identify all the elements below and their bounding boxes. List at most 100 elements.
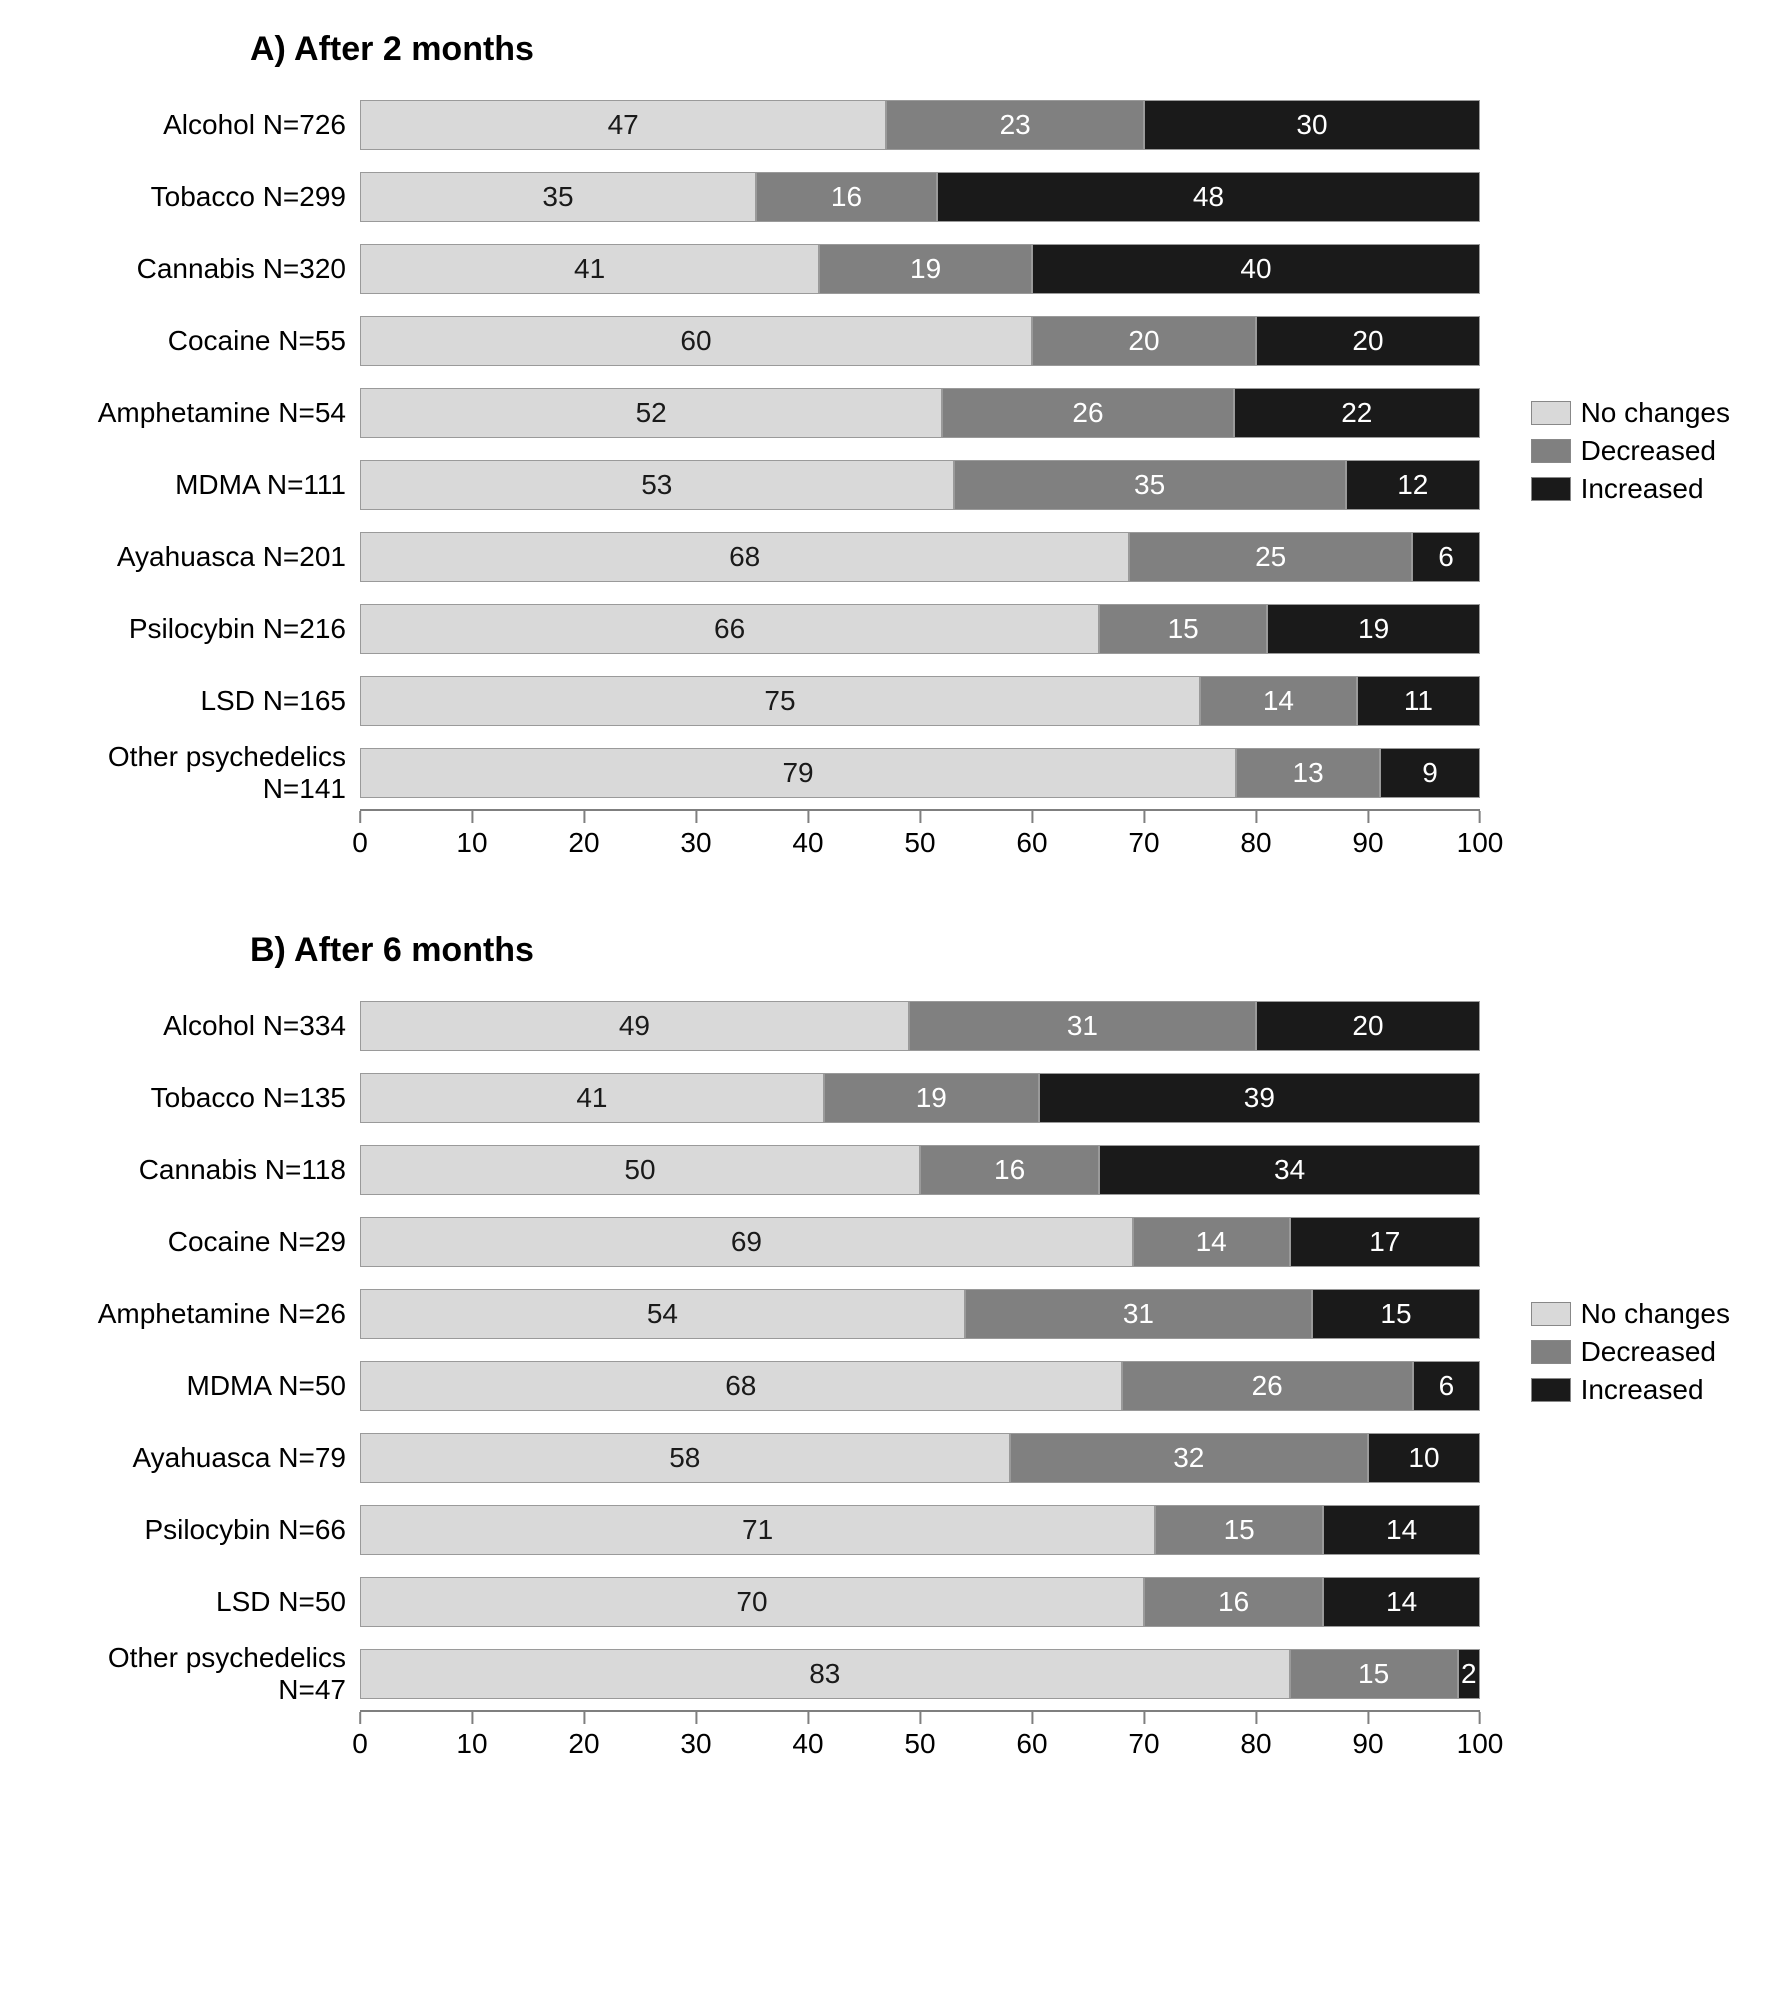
tick-mark xyxy=(471,1712,473,1724)
category-label-row: Alcohol N=726 xyxy=(30,89,360,161)
x-axis-tick: 100 xyxy=(1457,1712,1504,1760)
bar-segment-no_changes: 41 xyxy=(360,244,819,294)
chart-panel-b: B) After 6 monthsAlcohol N=334Tobacco N=… xyxy=(30,931,1740,1772)
bar-segment-no_changes: 79 xyxy=(360,748,1236,798)
bar-row: 411939 xyxy=(360,1062,1480,1134)
bar-segment-no_changes: 41 xyxy=(360,1073,824,1123)
x-axis-tick: 10 xyxy=(456,811,487,859)
legend-label: Increased xyxy=(1581,473,1704,505)
x-axis-tick: 50 xyxy=(904,811,935,859)
bar-segment-no_changes: 68 xyxy=(360,1361,1122,1411)
x-axis-tick: 60 xyxy=(1016,811,1047,859)
category-label: Cannabis N=320 xyxy=(30,253,360,285)
bar-row: 661519 xyxy=(360,593,1480,665)
category-label: Cocaine N=55 xyxy=(30,325,360,357)
tick-label: 70 xyxy=(1128,1728,1159,1760)
bar-segment-decreased: 31 xyxy=(909,1001,1256,1051)
bar-segment-decreased: 20 xyxy=(1032,316,1256,366)
x-axis-tick: 20 xyxy=(568,1712,599,1760)
bar-row: 543115 xyxy=(360,1278,1480,1350)
bar-row: 522622 xyxy=(360,377,1480,449)
category-label-row: Cannabis N=320 xyxy=(30,233,360,305)
tick-mark xyxy=(807,811,809,823)
category-labels-column: Alcohol N=334Tobacco N=135Cannabis N=118… xyxy=(30,990,360,1712)
stacked-bar: 543115 xyxy=(360,1289,1480,1339)
bars-column: 4723303516484119406020205226225335126825… xyxy=(360,89,1480,811)
legend-swatch xyxy=(1531,477,1571,501)
panel-title: A) After 2 months xyxy=(250,30,1740,69)
bar-segment-decreased: 26 xyxy=(942,388,1233,438)
tick-mark xyxy=(471,811,473,823)
bar-segment-increased: 9 xyxy=(1380,748,1480,798)
bar-segment-increased: 2 xyxy=(1458,1649,1480,1699)
category-label-row: Cocaine N=29 xyxy=(30,1206,360,1278)
bar-segment-decreased: 13 xyxy=(1236,748,1380,798)
category-label-row: MDMA N=50 xyxy=(30,1350,360,1422)
tick-label: 70 xyxy=(1128,827,1159,859)
bar-segment-decreased: 35 xyxy=(954,460,1346,510)
bar-row: 691417 xyxy=(360,1206,1480,1278)
legend-swatch xyxy=(1531,401,1571,425)
tick-label: 30 xyxy=(680,1728,711,1760)
x-axis-tick: 0 xyxy=(352,811,368,859)
x-axis-tick: 40 xyxy=(792,811,823,859)
stacked-bar: 602020 xyxy=(360,316,1480,366)
legend-item: No changes xyxy=(1531,1298,1730,1330)
tick-mark xyxy=(359,811,361,823)
stacked-bar: 701614 xyxy=(360,1577,1480,1627)
stacked-bar: 583210 xyxy=(360,1433,1480,1483)
tick-mark xyxy=(1031,811,1033,823)
bar-segment-increased: 10 xyxy=(1368,1433,1480,1483)
tick-mark xyxy=(1367,811,1369,823)
tick-label: 50 xyxy=(904,1728,935,1760)
category-label-row: Other psychedelics N=47 xyxy=(30,1638,360,1710)
legend-swatch xyxy=(1531,439,1571,463)
tick-mark xyxy=(695,811,697,823)
bar-segment-decreased: 19 xyxy=(819,244,1032,294)
category-label: Cocaine N=29 xyxy=(30,1226,360,1258)
stacked-bar: 751411 xyxy=(360,676,1480,726)
x-axis-tick: 30 xyxy=(680,1712,711,1760)
bar-segment-no_changes: 68 xyxy=(360,532,1129,582)
bar-segment-no_changes: 53 xyxy=(360,460,954,510)
bar-row: 701614 xyxy=(360,1566,1480,1638)
bar-segment-decreased: 31 xyxy=(965,1289,1312,1339)
tick-label: 10 xyxy=(456,1728,487,1760)
x-axis-tick: 70 xyxy=(1128,1712,1159,1760)
bar-segment-no_changes: 69 xyxy=(360,1217,1133,1267)
x-axis: 0102030405060708090100 xyxy=(360,1712,1480,1772)
x-axis-tick: 10 xyxy=(456,1712,487,1760)
x-axis: 0102030405060708090100 xyxy=(360,811,1480,871)
category-label: MDMA N=50 xyxy=(30,1370,360,1402)
category-label: Psilocybin N=66 xyxy=(30,1514,360,1546)
bar-segment-increased: 17 xyxy=(1290,1217,1480,1267)
category-label-row: Other psychedelics N=141 xyxy=(30,737,360,809)
category-label: Other psychedelics N=141 xyxy=(30,741,360,805)
stacked-bar: 411940 xyxy=(360,244,1480,294)
stacked-bar: 661519 xyxy=(360,604,1480,654)
bar-segment-decreased: 15 xyxy=(1155,1505,1323,1555)
stacked-bar: 472330 xyxy=(360,100,1480,150)
category-label-row: Tobacco N=135 xyxy=(30,1062,360,1134)
bar-segment-increased: 11 xyxy=(1357,676,1480,726)
tick-label: 90 xyxy=(1352,827,1383,859)
category-label: Tobacco N=135 xyxy=(30,1082,360,1114)
legend-swatch xyxy=(1531,1302,1571,1326)
bar-row: 583210 xyxy=(360,1422,1480,1494)
category-label: Ayahuasca N=79 xyxy=(30,1442,360,1474)
stacked-bar: 691417 xyxy=(360,1217,1480,1267)
bar-segment-increased: 22 xyxy=(1234,388,1480,438)
tick-label: 10 xyxy=(456,827,487,859)
bar-segment-increased: 19 xyxy=(1267,604,1480,654)
bar-segment-decreased: 16 xyxy=(920,1145,1099,1195)
bar-segment-no_changes: 60 xyxy=(360,316,1032,366)
tick-mark xyxy=(583,1712,585,1724)
tick-label: 20 xyxy=(568,827,599,859)
tick-mark xyxy=(695,1712,697,1724)
bar-segment-decreased: 16 xyxy=(1144,1577,1323,1627)
legend-item: Decreased xyxy=(1531,435,1730,467)
tick-label: 100 xyxy=(1457,1728,1504,1760)
category-label-row: Cannabis N=118 xyxy=(30,1134,360,1206)
x-axis-tick: 0 xyxy=(352,1712,368,1760)
bar-segment-decreased: 19 xyxy=(824,1073,1039,1123)
